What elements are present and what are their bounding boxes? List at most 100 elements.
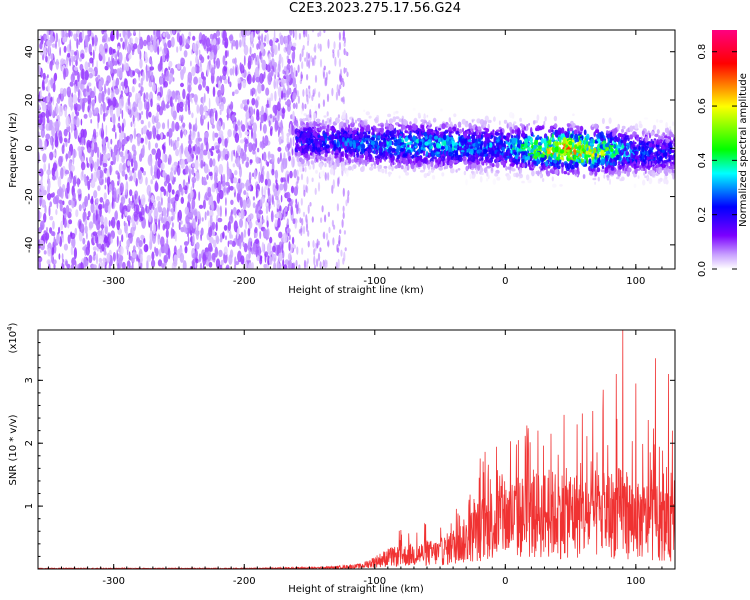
heatmap-cell (313, 57, 316, 66)
heatmap-cell (495, 169, 500, 174)
heatmap-cell (98, 262, 101, 269)
heatmap-cell (214, 145, 220, 150)
heatmap-cell (143, 244, 149, 253)
heatmap-cell (303, 113, 307, 116)
heatmap-cell (116, 188, 121, 199)
heatmap-cell (277, 62, 281, 73)
heatmap-cell (387, 113, 392, 118)
heatmap-cell (243, 190, 247, 196)
heatmap-cell (167, 247, 171, 260)
heatmap-cell (133, 149, 137, 157)
heatmap-cell (52, 220, 55, 230)
heatmap-cell (108, 262, 111, 269)
heatmap-cell (228, 35, 234, 41)
heatmap-cell (156, 168, 161, 180)
heatmap-cell (286, 90, 290, 98)
heatmap-cell (309, 144, 312, 149)
heatmap-cell (273, 61, 278, 69)
heatmap-cell (606, 130, 609, 134)
heatmap-cell (163, 180, 168, 187)
heatmap-cell (83, 256, 87, 269)
heatmap-cell (122, 261, 126, 269)
heatmap-cell (112, 252, 116, 262)
heatmap-cell (103, 192, 107, 200)
heatmap-cell (161, 263, 165, 268)
heatmap-cell (191, 168, 195, 175)
heatmap-cell (351, 165, 354, 172)
heatmap-cell (217, 217, 223, 223)
heatmap-cell (209, 215, 213, 226)
heatmap-cell (313, 248, 316, 256)
heatmap-cell (262, 219, 265, 224)
heatmap-cell (212, 131, 215, 142)
heatmap-cell (111, 73, 114, 81)
heatmap-cell (253, 52, 256, 59)
heatmap-cell (240, 208, 245, 220)
heatmap-cell (154, 246, 157, 254)
heatmap-cell (321, 205, 324, 213)
heatmap-cell (161, 72, 164, 79)
heatmap-cell (134, 36, 139, 45)
heatmap-cell (137, 112, 140, 122)
heatmap-cell (224, 50, 228, 59)
heatmap-cell (594, 181, 596, 185)
heatmap-cell (312, 89, 315, 97)
heatmap-cell (73, 33, 77, 40)
heatmap-cell (90, 147, 93, 158)
heatmap-cell (58, 226, 61, 234)
heatmap-cell (196, 146, 201, 155)
heatmap-cell (129, 189, 133, 197)
heatmap-cell (327, 172, 330, 181)
heatmap-cell (127, 265, 130, 269)
heatmap-cell (654, 133, 659, 138)
heatmap-cell (248, 220, 253, 229)
heatmap-cell (232, 177, 238, 184)
heatmap-cell (368, 115, 372, 119)
heatmap-cell (246, 99, 250, 105)
heatmap-cell (332, 179, 335, 189)
heatmap-cell (264, 178, 268, 186)
heatmap-cell (232, 206, 237, 216)
heatmap-cell (153, 207, 158, 220)
heatmap-cell (127, 160, 131, 167)
heatmap-cell (62, 215, 65, 226)
heatmap-cell (70, 96, 73, 107)
heatmap-cell (180, 158, 185, 169)
heatmap-cell (304, 57, 307, 62)
heatmap-cell (310, 55, 313, 63)
heatmap-cell (191, 66, 196, 77)
heatmap-cell (201, 217, 204, 222)
heatmap-cell (324, 152, 328, 158)
heatmap-cell (243, 243, 248, 253)
heatmap-cell (224, 138, 228, 148)
heatmap-cell (133, 160, 138, 171)
heatmap-cell (244, 142, 247, 153)
heatmap-cell (291, 51, 296, 61)
heatmap-cell (172, 105, 175, 112)
heatmap-cell (572, 113, 575, 116)
heatmap-cell (167, 40, 172, 48)
heatmap-cell (42, 115, 46, 127)
heatmap-cell (441, 172, 445, 177)
heatmap-cell (89, 57, 94, 64)
heatmap-cell (186, 93, 190, 101)
heatmap-cell (279, 34, 284, 46)
heatmap-cell (150, 34, 153, 43)
heatmap-cell (153, 30, 155, 36)
heatmap-cell (90, 51, 93, 56)
heatmap-cell (251, 31, 254, 37)
heatmap-cell (511, 112, 515, 119)
heatmap-cell (138, 83, 141, 88)
heatmap-cell (221, 156, 224, 161)
heatmap-cell (76, 38, 79, 49)
heatmap-cell (634, 141, 637, 145)
heatmap-cell (149, 44, 154, 53)
heatmap-cell (264, 135, 269, 147)
heatmap-cell (632, 140, 635, 145)
heatmap-cell (306, 176, 309, 185)
heatmap-cell (38, 248, 41, 255)
heatmap-cell (401, 118, 404, 125)
heatmap-cell (499, 128, 503, 134)
heatmap-cell (251, 143, 257, 152)
heatmap-cell (291, 156, 295, 168)
